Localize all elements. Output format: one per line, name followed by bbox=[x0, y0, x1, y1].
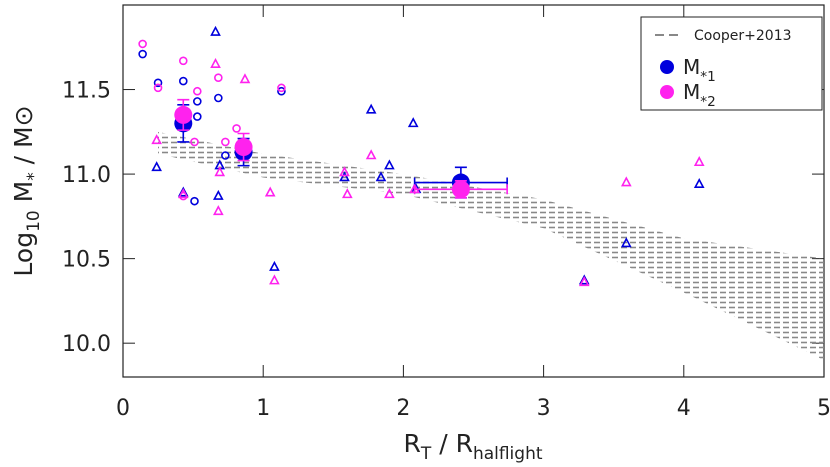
y-tick-label: 11.0 bbox=[62, 163, 111, 188]
point bbox=[232, 124, 241, 133]
point bbox=[239, 73, 251, 84]
point bbox=[213, 205, 224, 216]
point bbox=[221, 137, 230, 147]
point bbox=[221, 151, 230, 160]
mean-point bbox=[451, 180, 470, 199]
y-axis-label-part: M bbox=[9, 181, 38, 211]
x-axis-label-part: / R bbox=[431, 429, 473, 458]
point bbox=[620, 237, 632, 248]
point bbox=[264, 186, 276, 197]
x-tick-label: 4 bbox=[677, 396, 691, 421]
point bbox=[620, 176, 632, 187]
legend-label: M*2 bbox=[683, 80, 716, 110]
point bbox=[210, 25, 221, 36]
point bbox=[277, 83, 286, 93]
point bbox=[178, 76, 188, 86]
point bbox=[213, 189, 224, 200]
point bbox=[138, 49, 147, 59]
point bbox=[339, 166, 350, 177]
point bbox=[277, 86, 286, 96]
point bbox=[341, 188, 353, 199]
plot-frame bbox=[122, 4, 825, 378]
y-tick-label: 10.5 bbox=[62, 248, 111, 273]
point bbox=[693, 178, 705, 189]
point bbox=[375, 171, 387, 182]
x-axis-label-part: halflight bbox=[473, 444, 543, 464]
legend-label: Cooper+2013 bbox=[694, 28, 792, 44]
point bbox=[384, 188, 395, 199]
y-axis-label: Log10 M* / M⊙ bbox=[9, 105, 44, 276]
legend-label-part: *2 bbox=[700, 94, 715, 110]
legend-label: M*1 bbox=[683, 55, 716, 85]
point bbox=[214, 93, 223, 103]
point bbox=[151, 161, 162, 172]
mean-point bbox=[234, 138, 253, 157]
point bbox=[214, 166, 226, 177]
point bbox=[138, 39, 147, 49]
point bbox=[210, 57, 221, 68]
cooper-band bbox=[158, 131, 825, 361]
x-tick-label: 5 bbox=[817, 396, 830, 421]
point bbox=[193, 86, 202, 96]
point bbox=[190, 196, 199, 206]
point bbox=[193, 97, 202, 106]
point bbox=[407, 117, 419, 128]
x-axis-label-part: R bbox=[403, 429, 420, 458]
y-axis-label-part: * bbox=[24, 172, 44, 181]
y-axis-label-part: 10 bbox=[24, 210, 44, 232]
point bbox=[365, 103, 377, 114]
x-tick-label: 0 bbox=[116, 396, 130, 421]
x-tick-label: 2 bbox=[396, 396, 410, 421]
point bbox=[365, 149, 377, 160]
legend-label-part: M bbox=[683, 80, 700, 104]
x-axis-label: RT / Rhalflight bbox=[403, 429, 542, 464]
legend-label-part: *1 bbox=[700, 69, 715, 85]
x-tick-label: 3 bbox=[537, 396, 551, 421]
point bbox=[153, 78, 163, 88]
point bbox=[214, 73, 223, 83]
point bbox=[693, 156, 705, 167]
point bbox=[177, 188, 189, 199]
point bbox=[151, 134, 162, 145]
point bbox=[269, 274, 280, 285]
point bbox=[190, 137, 199, 147]
y-tick-label: 10.0 bbox=[62, 332, 111, 357]
y-axis-label-part: Log bbox=[9, 232, 38, 277]
mean-point bbox=[174, 105, 193, 124]
y-axis-label-part: / M⊙ bbox=[9, 105, 38, 172]
point bbox=[578, 276, 590, 287]
x-tick-label: 1 bbox=[256, 396, 270, 421]
legend-swatch bbox=[660, 60, 674, 74]
y-tick-label: 11.5 bbox=[62, 79, 111, 104]
point bbox=[339, 171, 350, 182]
legend-swatch bbox=[660, 85, 674, 99]
point bbox=[269, 260, 280, 271]
legend-label-part: M bbox=[683, 55, 700, 79]
point bbox=[193, 112, 202, 121]
point bbox=[178, 56, 188, 66]
x-axis-label-part: T bbox=[420, 444, 432, 464]
point bbox=[384, 159, 395, 170]
point bbox=[153, 83, 163, 93]
